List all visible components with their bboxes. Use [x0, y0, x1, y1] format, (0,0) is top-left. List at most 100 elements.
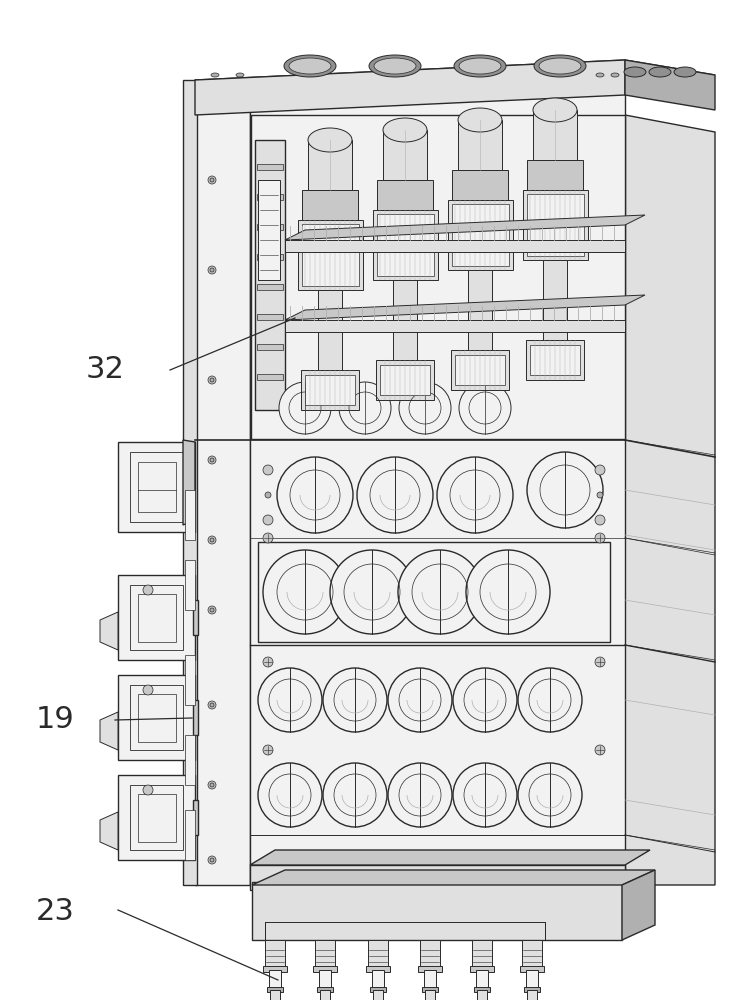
Bar: [298, 220, 363, 290]
Bar: [257, 284, 283, 290]
Circle shape: [263, 657, 273, 667]
Bar: [451, 350, 509, 390]
Ellipse shape: [374, 58, 416, 74]
Circle shape: [208, 266, 216, 274]
Bar: [185, 560, 195, 610]
Circle shape: [210, 268, 214, 272]
Circle shape: [208, 536, 216, 544]
Bar: [424, 970, 436, 988]
Bar: [472, 940, 492, 968]
Bar: [313, 966, 337, 972]
Circle shape: [453, 763, 517, 827]
Ellipse shape: [236, 73, 244, 77]
Circle shape: [143, 585, 153, 595]
Bar: [138, 694, 176, 742]
Polygon shape: [100, 612, 118, 650]
Circle shape: [265, 492, 271, 498]
Bar: [325, 140, 335, 170]
Polygon shape: [625, 60, 715, 110]
Bar: [530, 345, 580, 375]
Bar: [526, 340, 584, 380]
Ellipse shape: [308, 128, 352, 152]
Bar: [370, 987, 386, 992]
Bar: [285, 240, 625, 252]
Circle shape: [597, 492, 603, 498]
Circle shape: [208, 701, 216, 709]
Polygon shape: [625, 115, 715, 885]
Polygon shape: [285, 295, 645, 320]
Circle shape: [210, 608, 214, 612]
Bar: [258, 542, 610, 642]
Bar: [257, 194, 283, 200]
Circle shape: [210, 458, 214, 462]
Bar: [285, 320, 625, 332]
Bar: [522, 940, 542, 968]
Circle shape: [357, 457, 433, 533]
Bar: [130, 585, 183, 650]
Bar: [305, 375, 355, 405]
Bar: [533, 110, 577, 160]
Bar: [118, 442, 195, 532]
Text: 32: 32: [85, 356, 124, 384]
Circle shape: [143, 685, 153, 695]
Polygon shape: [622, 870, 655, 940]
Bar: [193, 800, 198, 835]
Bar: [252, 882, 622, 940]
Bar: [250, 865, 625, 890]
Bar: [377, 180, 433, 210]
Bar: [422, 987, 438, 992]
Bar: [257, 374, 283, 380]
Bar: [520, 966, 544, 972]
Bar: [458, 120, 502, 170]
Circle shape: [399, 382, 451, 434]
Ellipse shape: [383, 118, 427, 142]
Bar: [258, 180, 280, 280]
Circle shape: [595, 745, 605, 755]
Circle shape: [398, 550, 482, 634]
Circle shape: [595, 515, 605, 525]
Polygon shape: [252, 870, 655, 885]
Circle shape: [388, 668, 452, 732]
Bar: [263, 966, 287, 972]
Circle shape: [595, 533, 605, 543]
Circle shape: [210, 178, 214, 182]
Bar: [452, 170, 508, 200]
Polygon shape: [195, 60, 625, 115]
Ellipse shape: [459, 58, 501, 74]
Bar: [183, 80, 197, 885]
Bar: [470, 966, 494, 972]
Circle shape: [323, 668, 387, 732]
Bar: [527, 194, 584, 256]
Circle shape: [208, 606, 216, 614]
Bar: [255, 140, 285, 410]
Circle shape: [595, 657, 605, 667]
Polygon shape: [100, 812, 118, 850]
Circle shape: [466, 550, 550, 634]
Bar: [195, 80, 250, 885]
Bar: [138, 462, 176, 512]
Circle shape: [263, 533, 273, 543]
Bar: [420, 940, 440, 968]
Bar: [257, 314, 283, 320]
Polygon shape: [250, 850, 650, 865]
Bar: [455, 355, 505, 385]
Bar: [185, 810, 195, 860]
Circle shape: [453, 668, 517, 732]
Bar: [524, 987, 540, 992]
Ellipse shape: [458, 108, 502, 132]
Circle shape: [208, 376, 216, 384]
Bar: [193, 600, 198, 635]
Ellipse shape: [369, 55, 421, 77]
Bar: [383, 130, 427, 180]
Bar: [118, 575, 195, 660]
Bar: [526, 970, 538, 988]
Bar: [185, 490, 195, 540]
Circle shape: [210, 703, 214, 707]
Circle shape: [258, 668, 322, 732]
Circle shape: [208, 176, 216, 184]
Bar: [425, 990, 435, 1000]
Circle shape: [595, 465, 605, 475]
Bar: [476, 970, 488, 988]
Bar: [315, 940, 335, 968]
Bar: [118, 775, 195, 860]
